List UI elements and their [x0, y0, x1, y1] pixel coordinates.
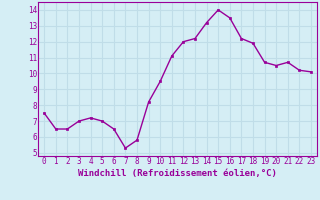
X-axis label: Windchill (Refroidissement éolien,°C): Windchill (Refroidissement éolien,°C) [78, 169, 277, 178]
